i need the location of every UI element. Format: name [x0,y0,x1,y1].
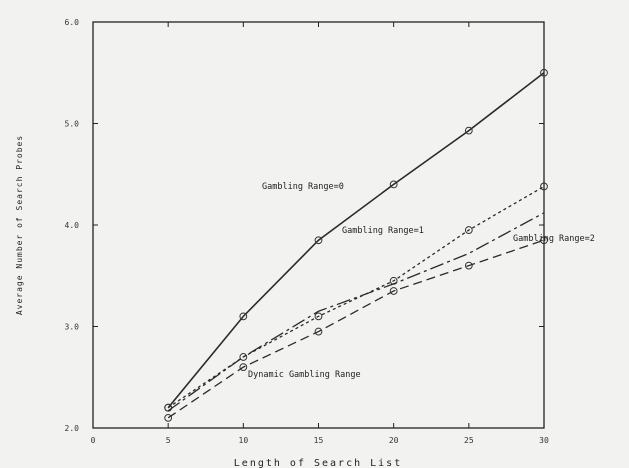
data-point [239,312,248,321]
series-label: Dynamic Gambling Range [248,370,361,380]
data-point [540,236,548,245]
data-point [239,363,248,372]
y-tick-label: 4.0 [65,221,80,230]
series-line [167,72,545,409]
plot-frame [92,21,545,429]
series-1 [164,182,548,412]
x-tick-label: 25 [464,436,474,445]
data-point [389,287,398,295]
axis-ticks: 0 5 10 15 20 25 30 2.0 3.0 4.0 5.0 6.0 [65,18,549,445]
data-point [314,236,323,245]
x-axis-title: Length of Search List [234,458,402,468]
x-tick-label: 5 [166,436,171,445]
y-tick-label: 3.0 [65,323,80,332]
series-3 [164,236,548,422]
data-point [464,226,473,234]
y-tick-label: 6.0 [65,18,80,27]
series-0 [164,68,548,412]
data-point [164,413,173,422]
series-group [164,68,548,422]
y-axis-title: Average Number of Search Probes [15,135,24,315]
y-tick-label: 5.0 [65,120,80,129]
series-labels: Gambling Range=0 Gambling Range=1 Gambling… [248,182,595,380]
data-point [540,68,548,77]
data-point [540,182,548,191]
data-point [464,126,473,135]
series-2 [167,212,545,412]
data-point [464,261,473,270]
series-line [167,212,545,412]
x-tick-label: 20 [389,436,399,445]
x-tick-label: 30 [539,436,549,445]
data-point [314,312,323,321]
series-label: Gambling Range=0 [262,182,344,192]
series-label: Gambling Range=1 [342,226,424,236]
x-tick-label: 0 [91,436,96,445]
x-tick-label: 15 [314,436,324,445]
series-label: Gambling Range=2 [513,234,595,244]
data-point [389,180,398,189]
y-tick-label: 2.0 [65,424,80,433]
series-line [167,239,545,419]
x-tick-label: 10 [239,436,249,445]
data-point [239,353,248,361]
data-point [314,327,323,336]
series-line [167,185,545,409]
